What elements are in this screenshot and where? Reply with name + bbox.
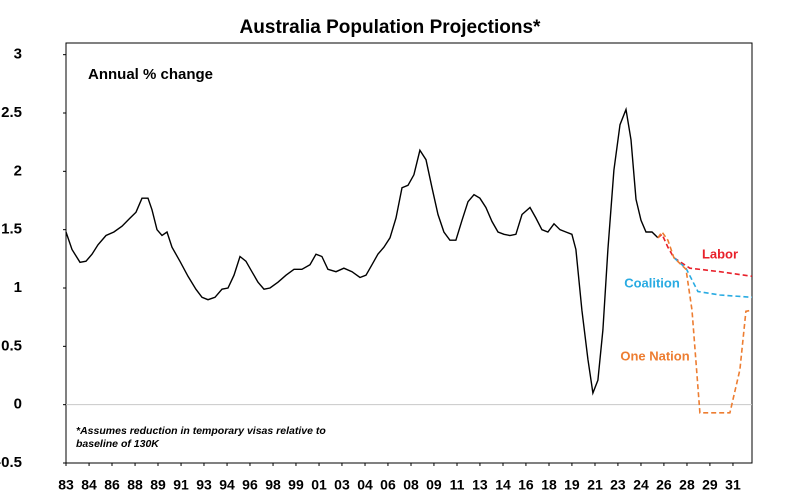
line-series bbox=[657, 230, 753, 414]
y-tick-label: 2 bbox=[14, 162, 22, 179]
x-tick-label: 99 bbox=[288, 477, 304, 493]
chart-title: Australia Population Projections* bbox=[240, 17, 541, 38]
x-tick-label: 86 bbox=[104, 477, 120, 493]
x-tick-label: 08 bbox=[403, 477, 419, 493]
x-tick-label: 26 bbox=[656, 477, 672, 493]
series-label: One Nation bbox=[620, 348, 689, 363]
y-tick-label: 0 bbox=[14, 396, 22, 413]
x-tick-label: 93 bbox=[196, 477, 212, 493]
x-tick-label: 94 bbox=[219, 477, 235, 493]
x-tick-label: 13 bbox=[472, 477, 488, 493]
x-tick-label: 83 bbox=[58, 477, 74, 493]
x-tick-label: 16 bbox=[518, 477, 534, 493]
x-tick-label: 04 bbox=[357, 477, 373, 493]
x-tick-label: 18 bbox=[541, 477, 557, 493]
x-tick-label: 23 bbox=[610, 477, 626, 493]
x-tick-label: 14 bbox=[495, 477, 511, 493]
y-tick-label: 2.5 bbox=[1, 104, 22, 121]
x-tick-label: 24 bbox=[633, 477, 649, 493]
y-tick-label: 0.5 bbox=[1, 337, 22, 354]
x-tick-label: 98 bbox=[265, 477, 281, 493]
line-series bbox=[673, 257, 753, 299]
y-tick-label: 3 bbox=[14, 46, 22, 63]
x-tick-label: 09 bbox=[426, 477, 442, 493]
x-tick-label: 91 bbox=[173, 477, 189, 493]
series-label: Coalition bbox=[624, 275, 680, 290]
y-tick-label: 1 bbox=[14, 279, 22, 296]
plot-frame bbox=[65, 42, 753, 464]
annotation: Annual % change bbox=[88, 66, 213, 83]
x-tick-label: 06 bbox=[380, 477, 396, 493]
x-tick-label: 96 bbox=[242, 477, 258, 493]
x-tick-label: 03 bbox=[334, 477, 350, 493]
line-series bbox=[65, 106, 659, 396]
series-label: Labor bbox=[702, 246, 738, 261]
x-tick-label: 88 bbox=[127, 477, 143, 493]
x-tick-label: 31 bbox=[725, 477, 741, 493]
y-tick-label: -0.5 bbox=[0, 454, 22, 471]
x-tick-label: 28 bbox=[679, 477, 695, 493]
x-tick-label: 01 bbox=[311, 477, 327, 493]
footnote: *Assumes reduction in temporary visas re… bbox=[76, 425, 326, 437]
footnote: baseline of 130K bbox=[76, 438, 160, 450]
x-tick-label: 19 bbox=[564, 477, 580, 493]
x-tick-label: 84 bbox=[81, 477, 97, 493]
x-tick-label: 29 bbox=[702, 477, 718, 493]
line-series bbox=[657, 233, 753, 278]
x-tick-label: 11 bbox=[450, 477, 465, 493]
x-tick-label: 21 bbox=[587, 477, 603, 493]
y-tick-label: 1.5 bbox=[1, 221, 22, 238]
x-tick-label: 89 bbox=[150, 477, 166, 493]
